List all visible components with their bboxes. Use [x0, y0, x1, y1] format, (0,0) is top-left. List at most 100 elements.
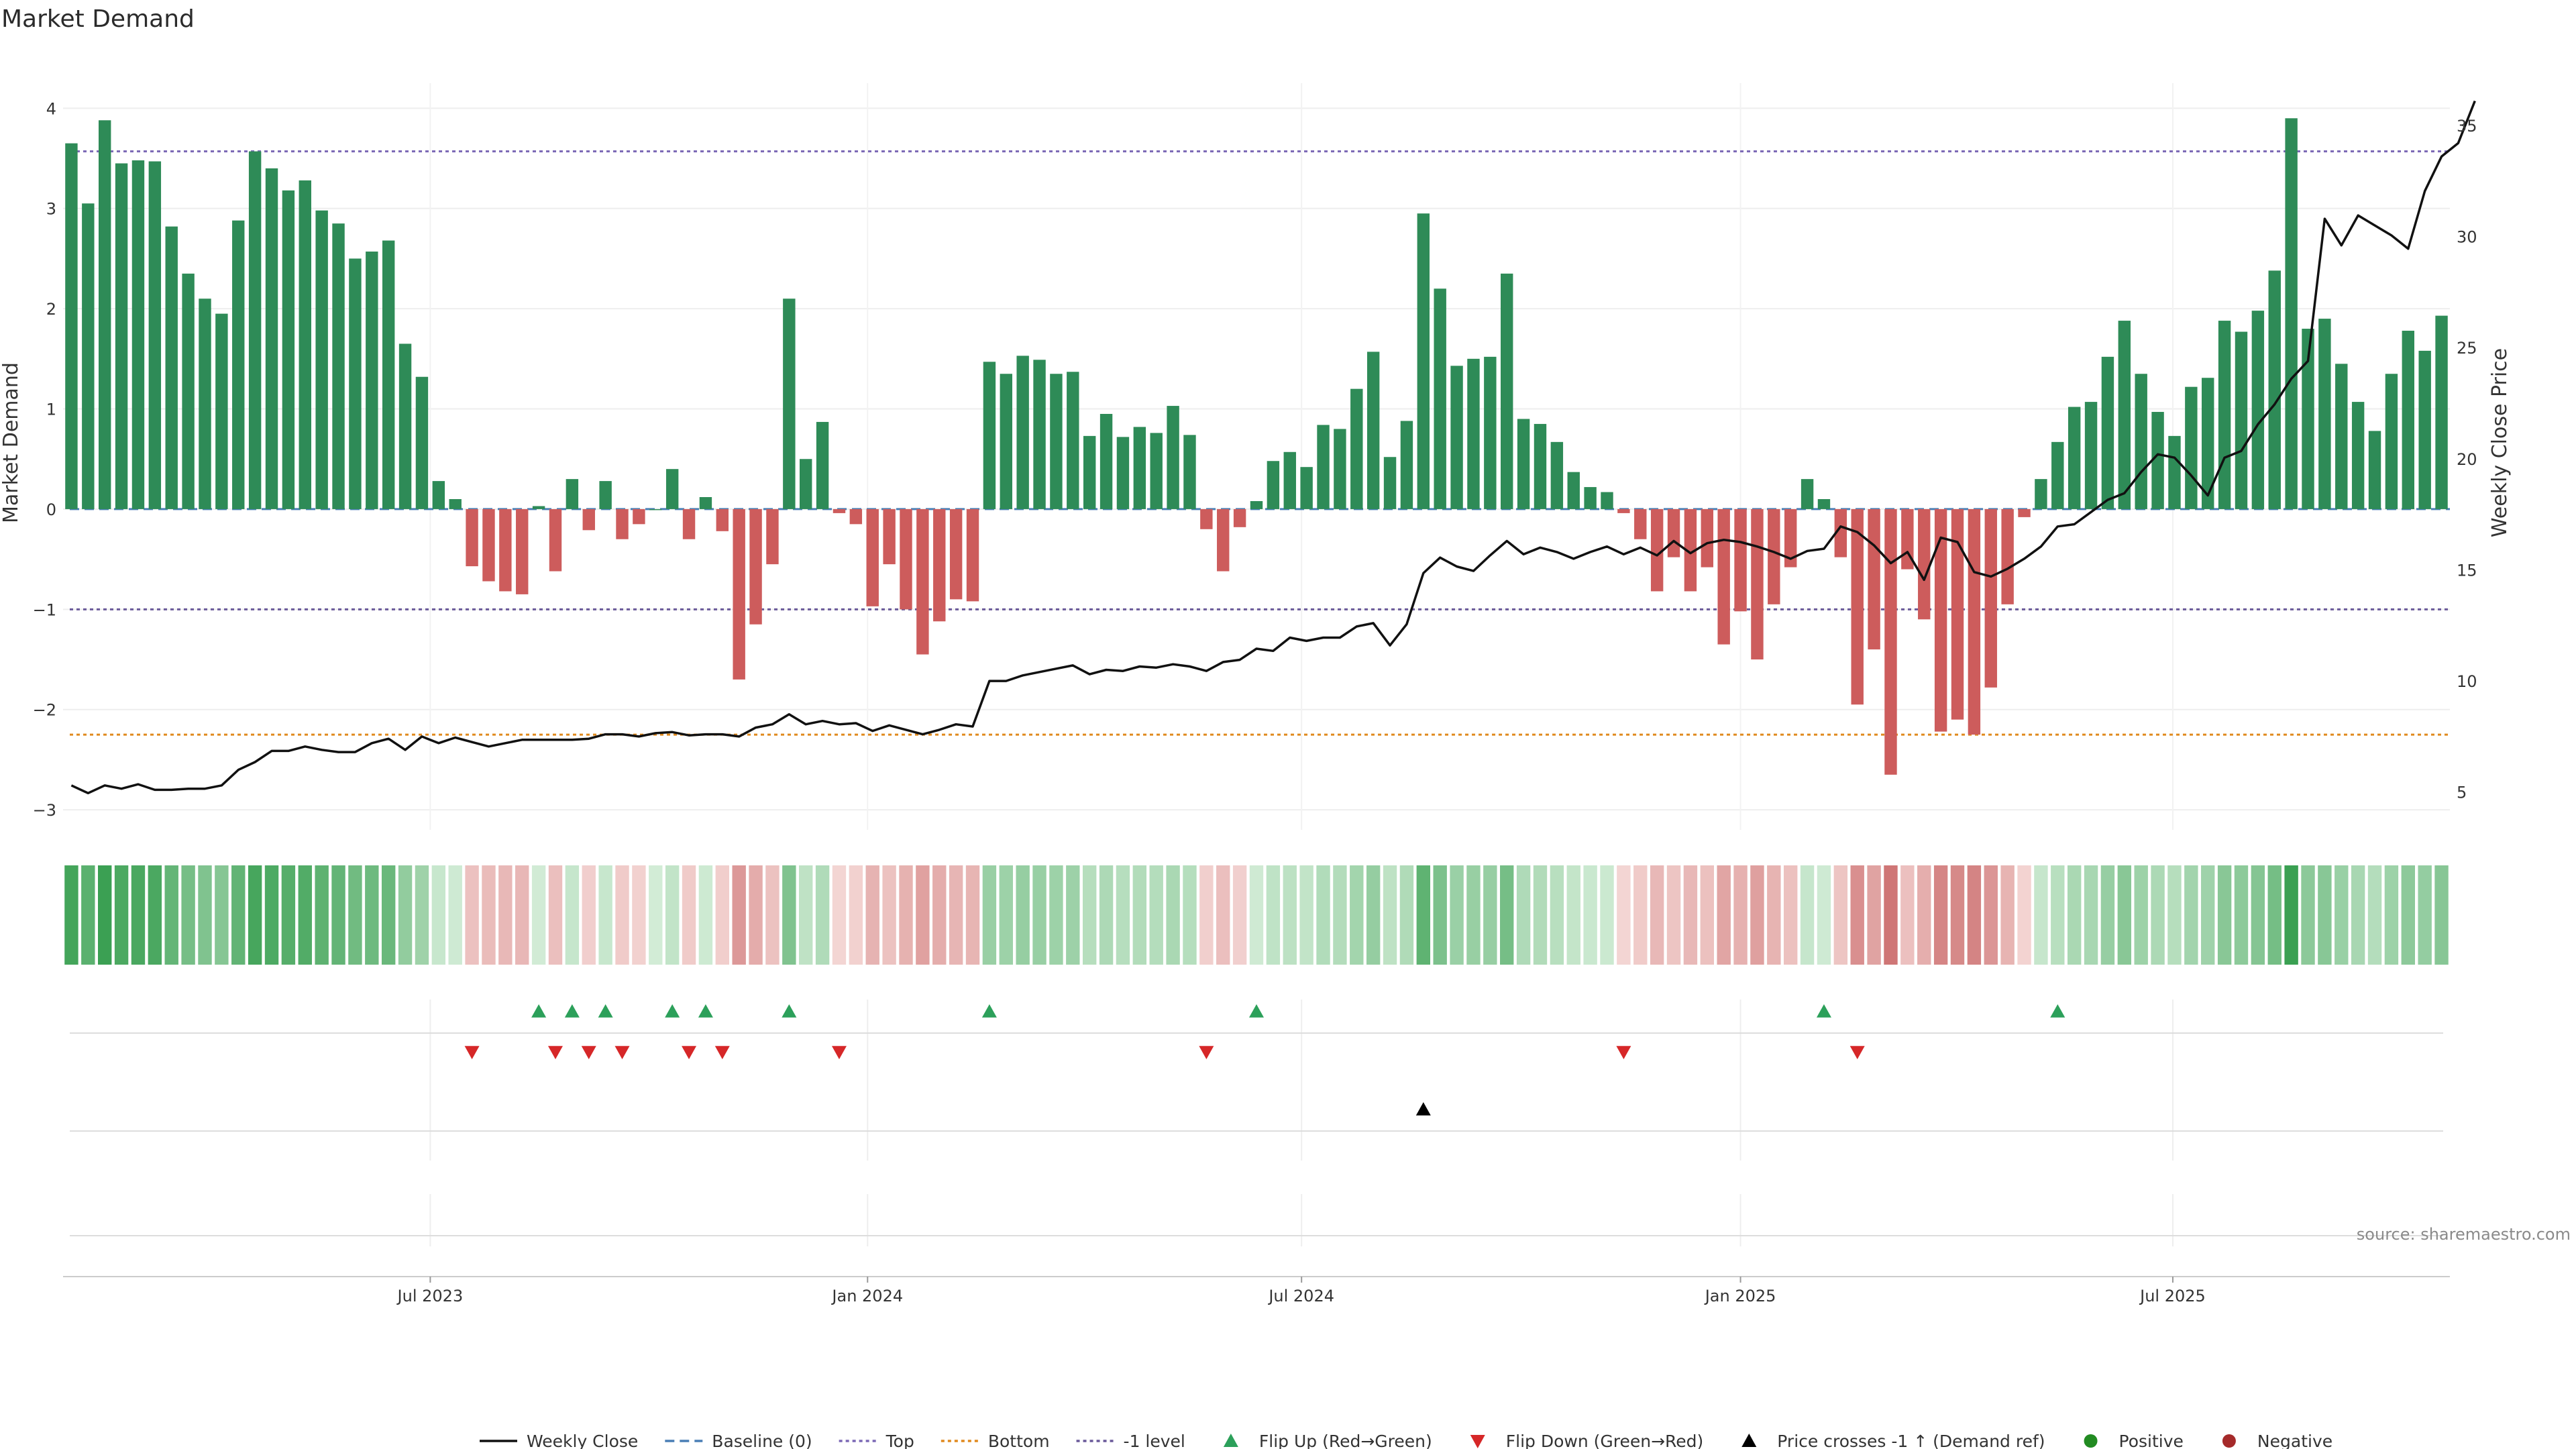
demand-bar [2018, 508, 2031, 517]
y-tick-label: 1 [46, 400, 56, 419]
heat-cell [949, 865, 963, 965]
y2-tick-label: 35 [2457, 117, 2477, 136]
heat-cell [2034, 865, 2048, 965]
demand-bar [1366, 352, 1380, 509]
legend-item: Bottom [941, 1432, 1050, 1449]
demand-bar [1150, 433, 1163, 509]
demand-bar [2351, 402, 2365, 509]
legend-item: Price crosses -1 ↑ (Demand ref) [1741, 1432, 2045, 1449]
x-tick-label: Jul 2025 [2139, 1287, 2206, 1305]
heat-cell [1600, 865, 1614, 965]
y2-tick-label: 15 [2457, 561, 2477, 580]
heat-cell [465, 865, 479, 965]
heat-cell [749, 865, 763, 965]
demand-bar [65, 143, 78, 509]
x-tick-label: Jan 2024 [830, 1287, 903, 1305]
demand-bar [549, 508, 562, 572]
y-tick-label: 0 [46, 500, 56, 519]
heat-cell [498, 865, 513, 965]
demand-bar [2335, 364, 2348, 509]
demand-bar [1434, 288, 1446, 509]
flip-up-marker [564, 1004, 580, 1018]
legend-label: Baseline (0) [712, 1432, 812, 1449]
demand-bar [2302, 329, 2314, 509]
heat-cell [2434, 865, 2449, 965]
flip-down-marker [1849, 1046, 1865, 1059]
legend-item: Negative [2222, 1432, 2332, 1449]
heat-cell [1817, 865, 1831, 965]
heat-cell [982, 865, 997, 965]
demand-bar [1868, 508, 1880, 650]
demand-bar [1617, 508, 1630, 513]
heat-cell [164, 865, 178, 965]
heat-cell [1833, 865, 1848, 965]
legend-swatch-triangle-up [1223, 1434, 1238, 1447]
heat-cell [1333, 865, 1347, 965]
demand-bar [749, 508, 762, 625]
demand-bar [2368, 431, 2381, 509]
flip-up-marker [782, 1004, 797, 1018]
demand-bar [1083, 435, 1096, 509]
heat-cell [2284, 865, 2298, 965]
heat-cell [2167, 865, 2182, 965]
legend-swatch-circle [2222, 1434, 2236, 1448]
heat-cell [2251, 865, 2265, 965]
demand-bar [2101, 356, 2114, 509]
legend-label: -1 level [1124, 1432, 1185, 1449]
heat-cell [148, 865, 162, 965]
heat-cell [1583, 865, 1597, 965]
flip-down-marker [581, 1046, 596, 1059]
y2-tick-label: 25 [2457, 339, 2477, 358]
flip-up-marker [2050, 1004, 2065, 1018]
legend-label: Weekly Close [527, 1432, 638, 1449]
demand-bar [282, 190, 295, 509]
y-tick-label: 2 [46, 300, 56, 319]
heat-cell [1500, 865, 1514, 965]
heat-cell [448, 865, 462, 965]
price-cross-marker [1415, 1102, 1431, 1116]
demand-bar [1283, 451, 1296, 509]
legend-item: Flip Down (Green→Red) [1470, 1432, 1703, 1449]
x-tick-label: Jul 2023 [396, 1287, 464, 1305]
heat-cell [431, 865, 446, 965]
heat-cell [882, 865, 896, 965]
heat-cell [1383, 865, 1397, 965]
demand-bar [1300, 467, 1313, 509]
heat-cell [1550, 865, 1564, 965]
demand-bar [2001, 508, 2014, 604]
demand-bar [1350, 388, 1363, 509]
heat-cell [582, 865, 596, 965]
heat-cell [1717, 865, 1731, 965]
heat-cell [1767, 865, 1781, 965]
heat-cell [331, 865, 345, 965]
demand-bar [1534, 423, 1547, 509]
demand-bar [866, 508, 879, 606]
y2-tick-label: 5 [2457, 784, 2467, 802]
heat-cell [799, 865, 813, 965]
demand-bar [800, 459, 812, 509]
heat-cell [1933, 865, 1948, 965]
heat-cell [1867, 865, 1881, 965]
heat-cell [832, 865, 847, 965]
demand-bar [1250, 500, 1263, 509]
heat-cell [1666, 865, 1681, 965]
demand-bar [1334, 429, 1346, 509]
demand-bar [1417, 213, 1430, 509]
demand-bar [2168, 435, 2181, 509]
heat-cell [1683, 865, 1698, 965]
demand-bar [1784, 508, 1797, 568]
heat-cell [565, 865, 580, 965]
heat-cell [248, 865, 262, 965]
heat-cell [1116, 865, 1130, 965]
demand-bar [1751, 508, 1764, 660]
demand-bar [1650, 508, 1664, 592]
heat-cell [1650, 865, 1664, 965]
heat-cell [2301, 865, 2315, 965]
demand-bar [2318, 319, 2331, 509]
demand-bar [1851, 508, 1864, 705]
heat-cell [2067, 865, 2082, 965]
demand-bar [665, 469, 679, 509]
demand-bar [532, 506, 545, 509]
demand-bar [1801, 479, 1814, 509]
demand-bar [649, 508, 662, 511]
